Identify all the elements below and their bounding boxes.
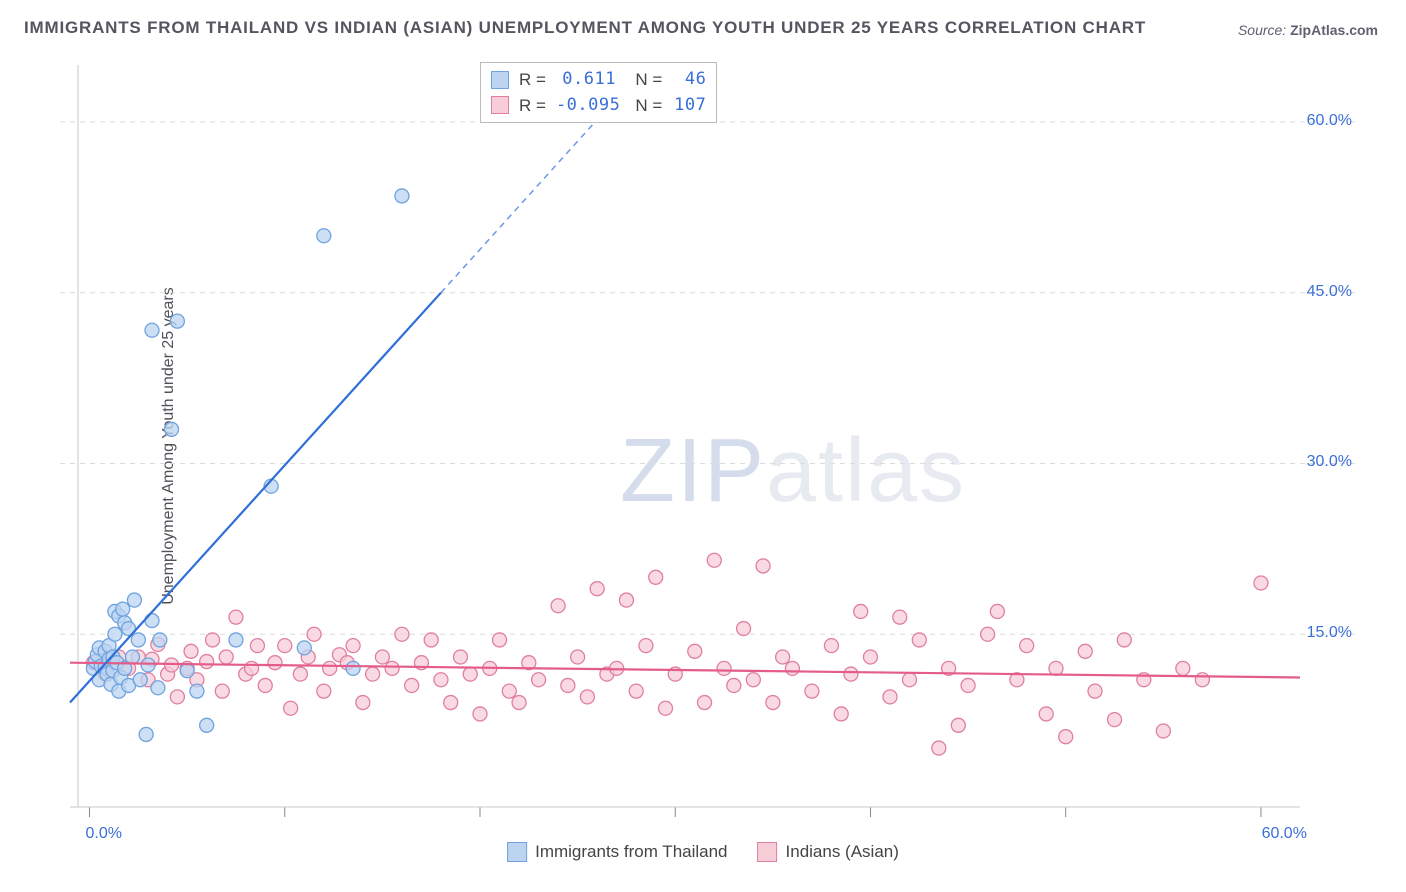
axis-tick-label: 30.0% <box>1307 453 1352 471</box>
r-value-thailand: 0.611 <box>556 67 616 93</box>
n-label: N = <box>626 93 662 119</box>
n-value-thailand: 46 <box>672 67 706 93</box>
source-prefix: Source: <box>1238 22 1286 38</box>
axis-tick-label: 0.0% <box>86 825 122 843</box>
axis-tick-label: 15.0% <box>1307 624 1352 642</box>
legend-stats-row-thailand: R = 0.611 N = 46 <box>491 67 706 93</box>
legend-label-thailand: Immigrants from Thailand <box>535 842 727 862</box>
axis-tick-label: 60.0% <box>1262 825 1307 843</box>
scatter-plot <box>60 55 1360 835</box>
chart-title: IMMIGRANTS FROM THAILAND VS INDIAN (ASIA… <box>24 18 1146 38</box>
legend-item-indian: Indians (Asian) <box>758 842 899 862</box>
swatch-indian <box>758 842 778 862</box>
swatch-indian <box>491 96 509 114</box>
n-label: N = <box>626 67 662 93</box>
swatch-thailand <box>507 842 527 862</box>
axis-tick-label: 45.0% <box>1307 283 1352 301</box>
r-label: R = <box>519 93 546 119</box>
legend-stats-box: R = 0.611 N = 46 R = -0.095 N = 107 <box>480 62 717 123</box>
r-label: R = <box>519 67 546 93</box>
n-value-indian: 107 <box>672 93 706 119</box>
bottom-legend: Immigrants from Thailand Indians (Asian) <box>507 842 899 862</box>
legend-stats-row-indian: R = -0.095 N = 107 <box>491 93 706 119</box>
r-value-indian: -0.095 <box>556 93 616 119</box>
source-attribution: Source: ZipAtlas.com <box>1238 22 1378 38</box>
legend-item-thailand: Immigrants from Thailand <box>507 842 727 862</box>
swatch-thailand <box>491 71 509 89</box>
source-name: ZipAtlas.com <box>1290 22 1378 38</box>
legend-label-indian: Indians (Asian) <box>786 842 899 862</box>
axis-tick-label: 60.0% <box>1307 112 1352 130</box>
